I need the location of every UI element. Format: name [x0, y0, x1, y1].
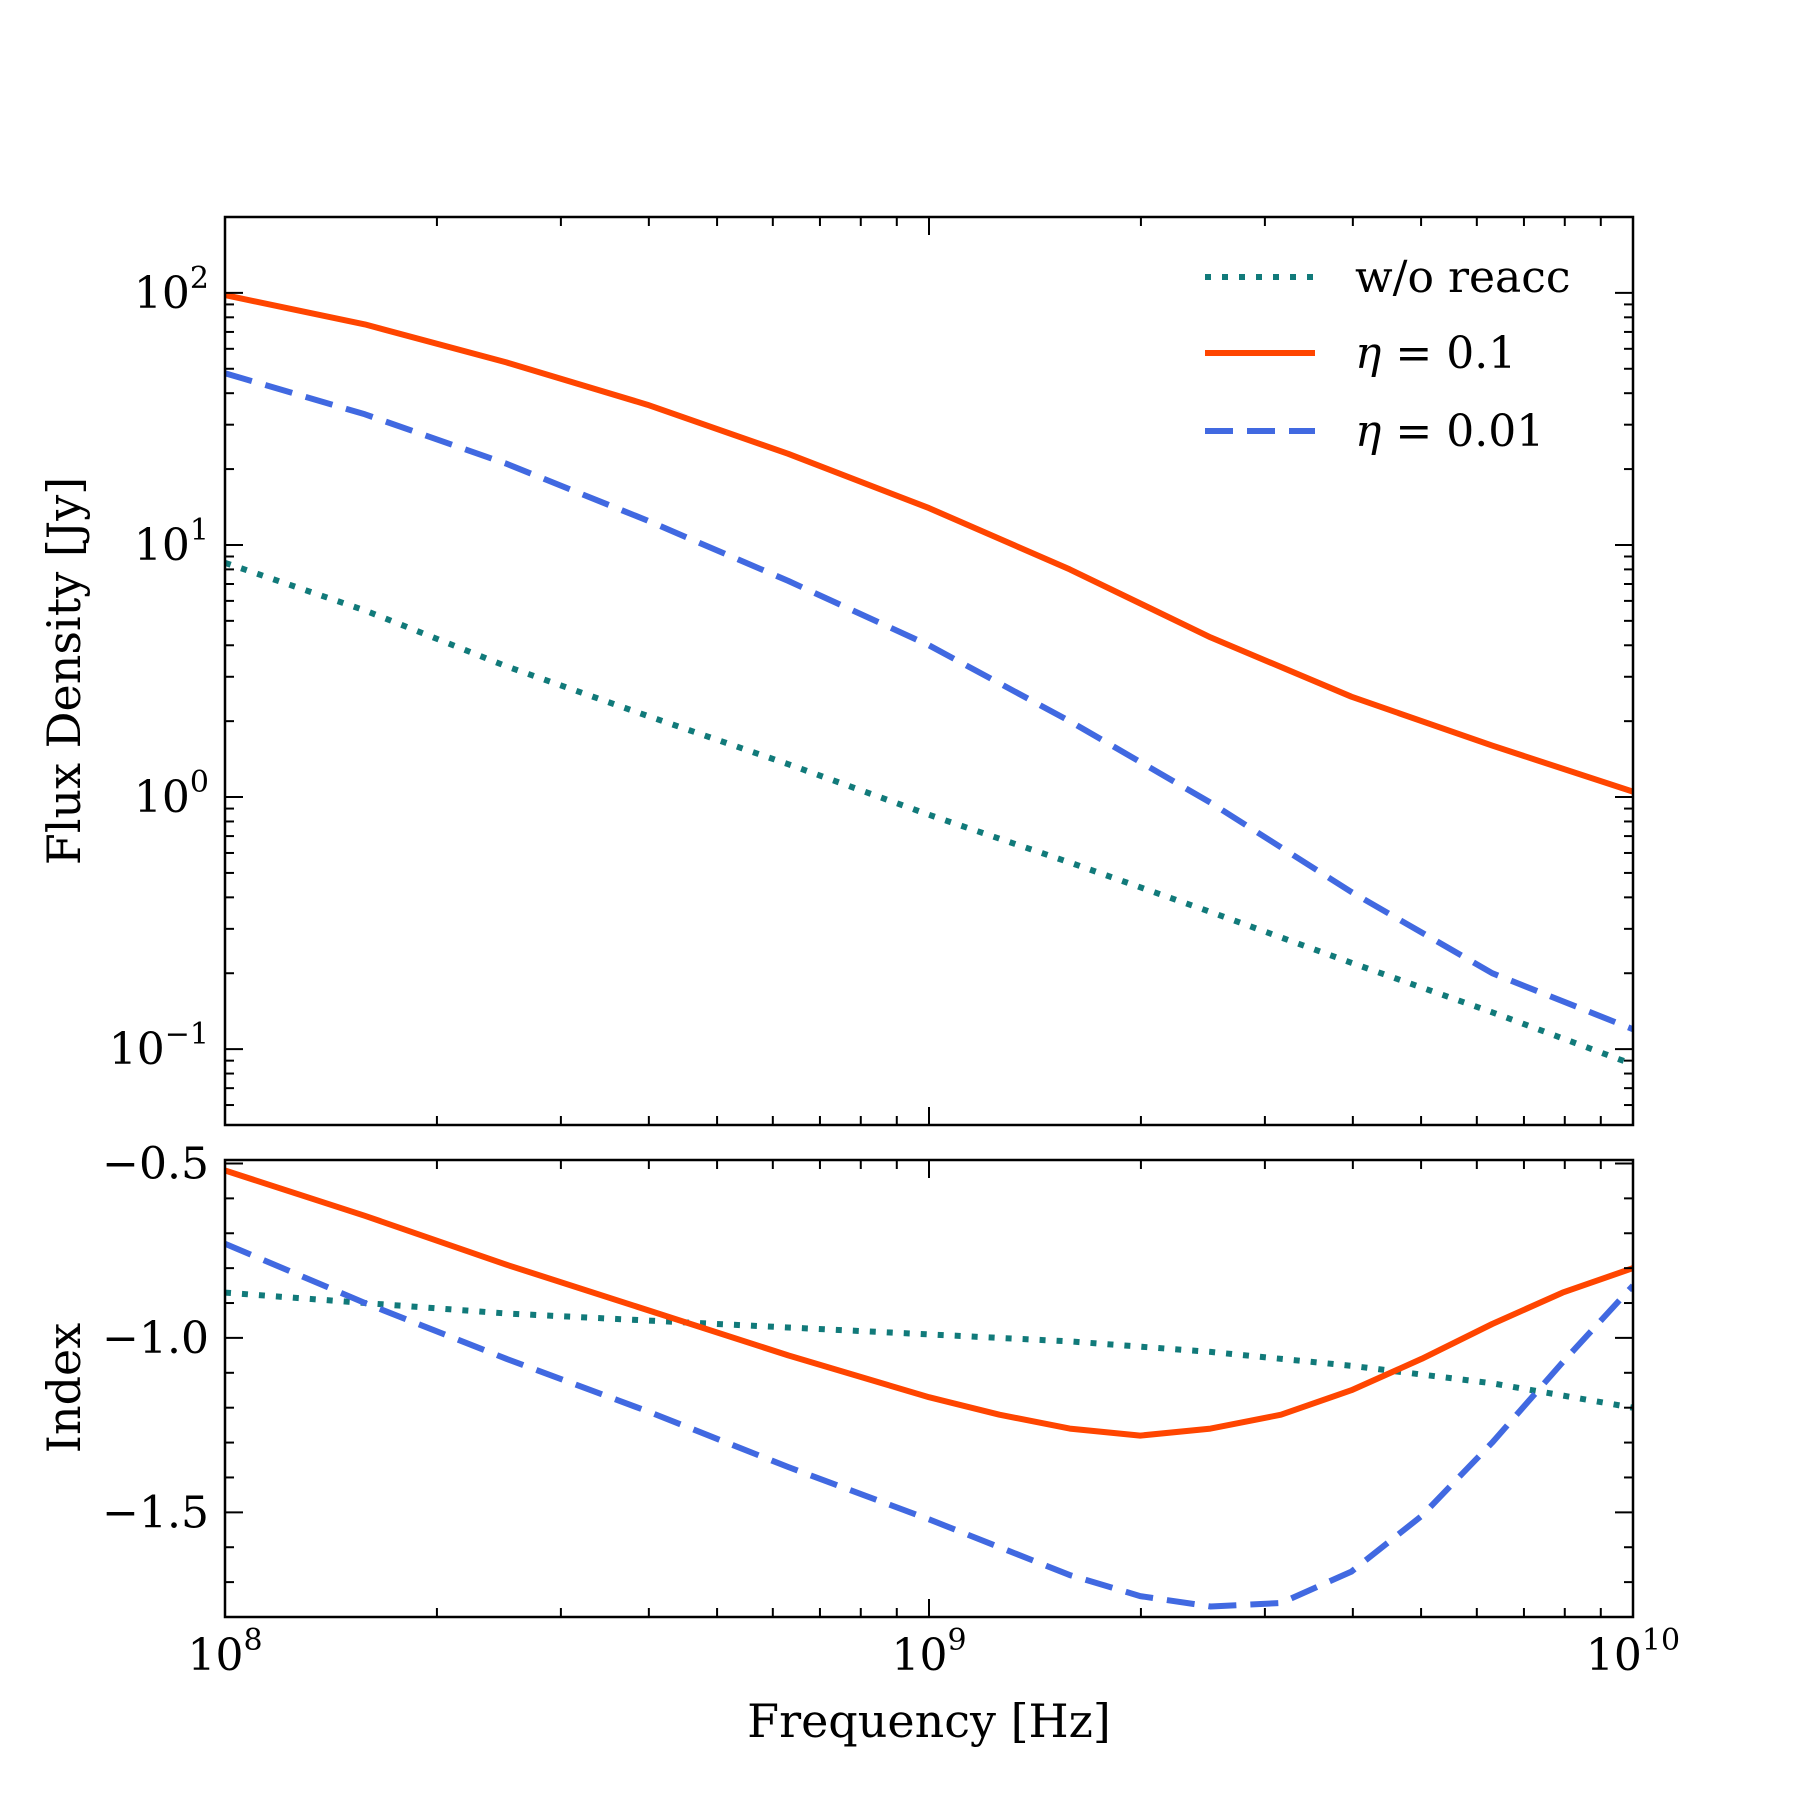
bottom-series-lines: [225, 1167, 1633, 1610]
x-tick-label: 1010: [1586, 1623, 1680, 1681]
top-series-woreacc-line: [225, 559, 1633, 1068]
legend-label-woreacc: w/o reacc: [1355, 252, 1571, 303]
bottom-ticks: [224, 1160, 1634, 1618]
x-axis-label: Frequency [Hz]: [747, 1694, 1111, 1748]
legend-label-eta01: η = 0.1: [1355, 328, 1516, 379]
top-y-tick-label: 102: [134, 261, 209, 319]
top-panel: 10−1 100 101 102 Flux Density [Jy] w/o reac…: [37, 215, 1635, 1127]
bottom-series-eta01-line: [225, 1167, 1633, 1439]
bottom-y-tick-label: −0.5: [102, 1138, 209, 1189]
x-tick-label: 109: [891, 1623, 966, 1681]
x-tick-label: 108: [187, 1623, 262, 1681]
legend: w/o reacc η = 0.1 η = 0.01: [1205, 252, 1571, 457]
top-ticks: [224, 216, 1634, 1126]
top-y-tick-label: 101: [134, 513, 209, 571]
bottom-panel: −0.5 −1.0 −1.5 108 109 1010 Index Frequency …: [37, 1138, 1680, 1748]
x-tick-labels: 108 109 1010: [187, 1623, 1680, 1681]
top-y-tick-labels: 10−1 100 101 102: [109, 261, 209, 1075]
top-y-tick-label: 10−1: [109, 1017, 209, 1075]
bottom-y-tick-label: −1.5: [102, 1487, 209, 1538]
bottom-y-axis-label: Index: [37, 1323, 91, 1453]
legend-label-eta001: η = 0.01: [1355, 406, 1544, 457]
top-series-eta01-line: [225, 292, 1633, 795]
top-y-tick-label: 100: [134, 765, 209, 823]
bottom-y-tick-labels: −0.5 −1.0 −1.5: [102, 1138, 209, 1538]
top-y-axis-label: Flux Density [Jy]: [37, 477, 91, 865]
bottom-series-eta001-line: [225, 1240, 1633, 1610]
bottom-y-tick-label: −1.0: [102, 1313, 209, 1364]
top-series-lines: [225, 292, 1633, 1068]
